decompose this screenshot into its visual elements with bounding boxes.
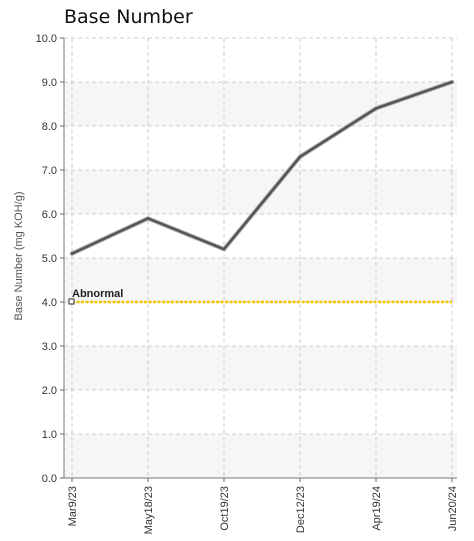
y-tick-label: 2.0 [42, 385, 57, 397]
grid-lines [64, 37, 457, 478]
data-point [222, 247, 226, 251]
grid-band [64, 82, 457, 126]
x-tick-label: May18/23 [143, 486, 155, 534]
threshold-layer: Abnormal [68, 288, 452, 305]
y-tick-label: 5.0 [42, 253, 57, 265]
y-axis-title: Base Number (mg KOH/g) [13, 192, 25, 321]
x-tick-label: Apr19/24 [371, 486, 383, 531]
grid-band [64, 258, 457, 302]
grid-band [64, 390, 457, 434]
y-tick-label: 10.0 [36, 33, 57, 45]
grid-band [64, 126, 457, 170]
y-tick-label: 4.0 [42, 297, 57, 309]
x-tick-label: Jun20/24 [447, 486, 459, 531]
data-point [374, 107, 378, 110]
grid-band [64, 346, 457, 390]
y-tick-label: 3.0 [42, 341, 57, 353]
data-point [450, 80, 454, 84]
chart-title: Base Number [64, 6, 193, 28]
abnormal-threshold-label: Abnormal [72, 288, 123, 300]
y-tick-label: 1.0 [42, 429, 57, 441]
background-bands [64, 38, 457, 478]
abnormal-threshold-marker [68, 298, 75, 305]
data-point [298, 155, 302, 159]
series-line [70, 80, 454, 255]
grid-band [64, 302, 457, 346]
axes [60, 37, 457, 482]
grid-band [64, 38, 457, 82]
y-tick-label: 9.0 [42, 77, 57, 89]
y-tick-label: 0.0 [42, 473, 57, 485]
y-tick-labels: 0.0 1.0 2.0 3.0 4.0 5.0 6.0 7.0 8.0 9.0 10.0 [36, 33, 57, 485]
series-layer [69, 79, 455, 256]
data-point [146, 217, 150, 220]
x-tick-label: Dec12/23 [295, 486, 307, 533]
grid-band [64, 434, 457, 478]
y-tick-label: 7.0 [42, 165, 57, 177]
x-tick-label: Oct19/23 [219, 486, 231, 531]
y-tick-label: 8.0 [42, 121, 57, 133]
y-tick-label: 6.0 [42, 209, 57, 221]
x-tick-label: Mar9/23 [67, 486, 79, 526]
grid-band [64, 214, 457, 258]
data-point [70, 252, 74, 255]
x-tick-labels: Mar9/23 May18/23 Oct19/23 Dec12/23 Apr19/24 J… [67, 486, 459, 534]
